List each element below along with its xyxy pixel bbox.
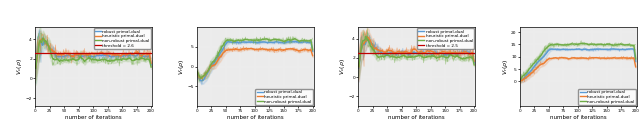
Legend: robust primal-dual, heuristic primal-dual, non-robust primal-dual: robust primal-dual, heuristic primal-dua… <box>255 89 312 105</box>
Legend: robust primal-dual, heuristic primal-dual, non-robust primal-dual, threshold = 2: robust primal-dual, heuristic primal-dua… <box>93 28 151 49</box>
Y-axis label: $V_c(\rho)$: $V_c(\rho)$ <box>339 58 348 75</box>
X-axis label: number of iterations: number of iterations <box>388 115 445 120</box>
X-axis label: number of iterations: number of iterations <box>227 115 284 120</box>
Legend: robust primal-dual, heuristic primal-dual, non-robust primal-dual: robust primal-dual, heuristic primal-dua… <box>579 89 636 105</box>
Legend: robust primal-dual, heuristic primal-dual, non-robust primal-dual, threshold = 2: robust primal-dual, heuristic primal-dua… <box>417 28 474 49</box>
X-axis label: number of iterations: number of iterations <box>550 115 607 120</box>
Y-axis label: $V_r(\rho)$: $V_r(\rho)$ <box>177 58 186 75</box>
Y-axis label: $V_r(\rho)$: $V_r(\rho)$ <box>500 58 509 75</box>
X-axis label: number of iterations: number of iterations <box>65 115 122 120</box>
Y-axis label: $V_c(\rho)$: $V_c(\rho)$ <box>15 58 24 75</box>
